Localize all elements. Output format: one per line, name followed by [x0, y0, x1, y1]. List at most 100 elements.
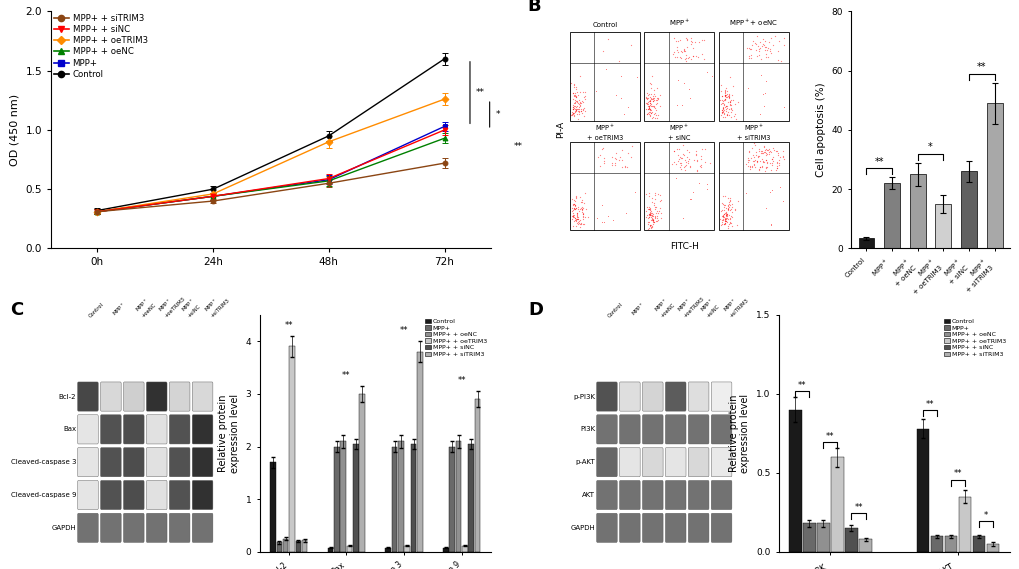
Point	[640, 104, 656, 113]
Point	[673, 164, 689, 174]
Point	[572, 87, 588, 96]
Point	[570, 106, 586, 116]
Point	[717, 84, 734, 93]
Point	[566, 204, 582, 213]
Point	[648, 98, 664, 108]
Point	[648, 211, 664, 220]
Text: Cleaved-caspase 9: Cleaved-caspase 9	[11, 492, 76, 498]
Point	[566, 80, 582, 89]
Point	[676, 161, 692, 170]
Point	[770, 36, 787, 46]
Point	[562, 110, 579, 119]
Point	[765, 31, 782, 40]
Point	[600, 34, 616, 43]
Point	[757, 162, 773, 171]
Point	[616, 209, 633, 218]
Bar	[359, 394, 365, 552]
Point	[689, 156, 705, 166]
Point	[565, 212, 581, 221]
Point	[742, 54, 758, 63]
Point	[723, 203, 740, 212]
Point	[642, 93, 658, 102]
Point	[674, 101, 690, 110]
Point	[575, 203, 591, 212]
Point	[641, 211, 657, 220]
Point	[760, 146, 776, 155]
Bar	[302, 541, 307, 552]
Point	[672, 53, 688, 63]
Point	[565, 104, 581, 113]
Point	[567, 213, 583, 222]
Point	[646, 89, 662, 98]
Point	[566, 196, 582, 205]
Point	[665, 157, 682, 166]
Point	[673, 154, 689, 163]
FancyBboxPatch shape	[77, 448, 98, 477]
Point	[675, 45, 691, 54]
Point	[643, 212, 659, 221]
FancyBboxPatch shape	[192, 448, 213, 477]
Point	[773, 146, 790, 155]
Point	[717, 208, 734, 217]
Point	[651, 197, 667, 206]
Point	[568, 204, 584, 213]
FancyBboxPatch shape	[169, 382, 190, 411]
Point	[640, 97, 656, 106]
Point	[566, 89, 582, 98]
Point	[719, 97, 736, 106]
Bar	[442, 548, 448, 552]
Point	[649, 94, 665, 103]
Point	[722, 91, 739, 100]
FancyBboxPatch shape	[147, 480, 167, 510]
Point	[759, 146, 775, 155]
Point	[714, 192, 731, 201]
Bar	[276, 542, 282, 552]
Point	[648, 93, 664, 102]
Point	[713, 99, 730, 108]
Point	[648, 207, 664, 216]
Point	[565, 101, 581, 110]
Point	[716, 112, 733, 121]
Point	[652, 209, 668, 218]
Point	[568, 97, 584, 106]
Point	[672, 160, 688, 170]
Point	[643, 94, 659, 104]
Point	[675, 44, 691, 53]
Point	[714, 215, 731, 224]
Point	[716, 201, 733, 210]
Point	[716, 214, 733, 223]
Point	[637, 189, 653, 199]
Text: B: B	[527, 0, 540, 15]
FancyBboxPatch shape	[619, 382, 640, 411]
Point	[638, 89, 654, 98]
Point	[727, 206, 743, 215]
Point	[767, 163, 784, 172]
Point	[562, 215, 579, 224]
Point	[730, 196, 746, 205]
Bar	[570, 32, 639, 121]
Point	[756, 42, 772, 51]
Text: MPP$^+$
+siTRIM3: MPP$^+$ +siTRIM3	[202, 291, 230, 319]
Point	[758, 150, 774, 159]
Point	[692, 161, 708, 170]
Point	[646, 213, 662, 222]
Point	[606, 154, 623, 163]
Point	[721, 101, 738, 110]
Point	[760, 145, 776, 154]
FancyBboxPatch shape	[664, 448, 686, 477]
Point	[639, 109, 655, 118]
Point	[687, 147, 703, 156]
FancyBboxPatch shape	[169, 480, 190, 510]
Point	[568, 208, 584, 217]
Point	[569, 211, 585, 220]
Point	[715, 203, 732, 212]
Point	[642, 205, 658, 214]
Text: + siNC: + siNC	[667, 135, 690, 141]
Point	[567, 101, 583, 110]
Point	[575, 97, 591, 106]
Point	[647, 216, 663, 225]
Point	[725, 112, 741, 121]
Point	[763, 185, 780, 195]
Point	[697, 157, 713, 166]
FancyBboxPatch shape	[101, 415, 121, 444]
